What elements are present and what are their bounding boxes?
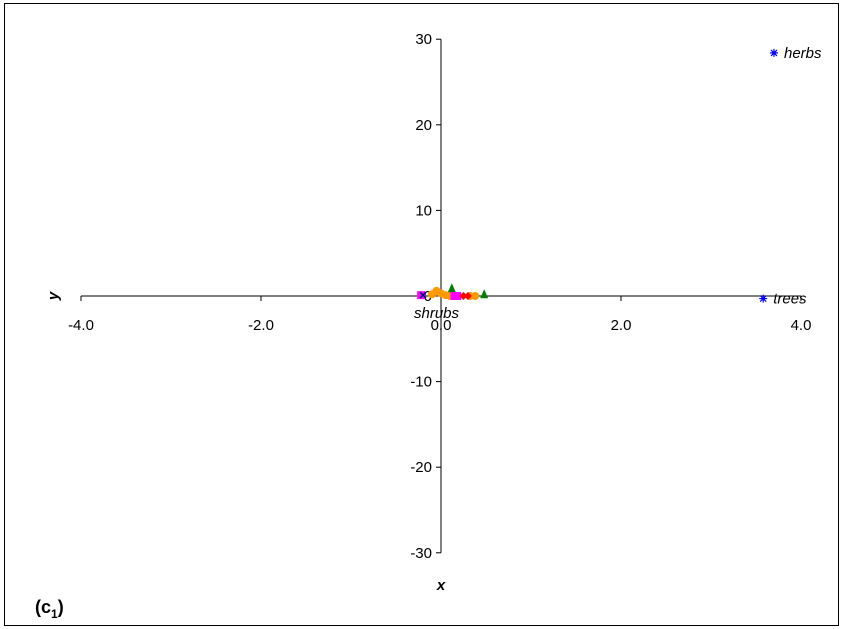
y-tick-label: 30 bbox=[415, 31, 432, 48]
x-tick-label: -4.0 bbox=[68, 317, 94, 334]
data-point bbox=[417, 291, 426, 300]
y-tick-label: 20 bbox=[415, 117, 432, 134]
panel-label-subscript: 1 bbox=[51, 607, 58, 621]
data-point bbox=[459, 292, 468, 300]
x-tick-label: 0.0 bbox=[431, 317, 452, 334]
data-point bbox=[428, 290, 436, 299]
panel-label-open: (c bbox=[35, 597, 51, 617]
y-axis-title: y bbox=[45, 291, 62, 301]
annotation-label: herbs bbox=[784, 45, 822, 62]
x-axis-title: x bbox=[436, 577, 446, 594]
annotation-label: shrubs bbox=[414, 305, 460, 322]
y-tick-label: -20 bbox=[410, 459, 432, 476]
x-tick-label: -2.0 bbox=[248, 317, 274, 334]
chart-frame: -4.0 -2.0 0.0 2.0 4.0 -30 -20 -10 0 10 20 30 herbs t… bbox=[4, 3, 839, 626]
x-tick-label: 4.0 bbox=[791, 317, 812, 334]
panel-label: (c1) bbox=[35, 597, 64, 621]
tick-labels: -4.0 -2.0 0.0 2.0 4.0 -30 -20 -10 0 10 20 30 bbox=[68, 31, 811, 562]
data-point bbox=[419, 291, 427, 299]
x-tick-label: 2.0 bbox=[611, 317, 632, 334]
data-point bbox=[447, 283, 456, 293]
y-tick-label: 0 bbox=[424, 288, 432, 305]
data-point bbox=[471, 292, 480, 300]
y-tick-label: 10 bbox=[415, 202, 432, 219]
y-tick-label: -30 bbox=[410, 545, 432, 562]
y-tick-label: -10 bbox=[410, 374, 432, 391]
annotations: herbs trees shrubs bbox=[414, 45, 822, 322]
annotation-label: trees bbox=[773, 291, 807, 308]
scatter-chart: -4.0 -2.0 0.0 2.0 4.0 -30 -20 -10 0 10 20 30 herbs t… bbox=[35, 31, 822, 621]
data-point bbox=[480, 289, 489, 299]
panel-label-close: ) bbox=[58, 597, 64, 617]
data-point bbox=[759, 294, 768, 303]
data-point bbox=[453, 292, 462, 300]
data-point bbox=[770, 48, 778, 57]
data-point bbox=[464, 292, 472, 300]
data-points bbox=[417, 48, 778, 303]
